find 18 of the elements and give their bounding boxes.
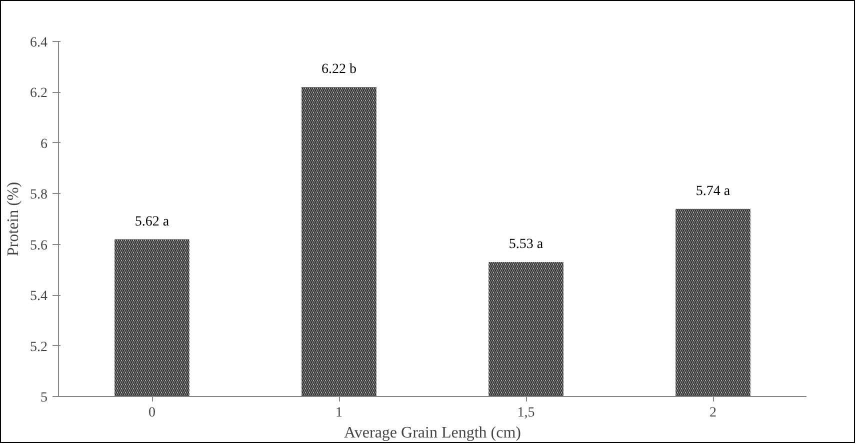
y-axis-title: Protein (%)	[5, 182, 22, 256]
y-tick-label: 5.6	[30, 238, 48, 254]
data-label: 5.74 a	[696, 184, 731, 199]
y-tick-label: 5.4	[30, 289, 48, 304]
x-tick-label: 2	[710, 406, 716, 420]
y-tick-label: 5.8	[30, 188, 48, 203]
y-tick-label: 5.2	[30, 340, 48, 355]
y-tick-label: 5	[40, 390, 48, 406]
y-tick-label: 6	[40, 136, 48, 152]
data-label: 6.22 b	[322, 62, 356, 78]
x-axis-title: Average Grain Length (cm)	[344, 424, 521, 442]
x-tick-label: 1,5	[517, 406, 535, 420]
data-label: 5.53 a	[508, 237, 544, 252]
data-label: 5.62 a	[134, 214, 170, 230]
y-tick-label: 6.2	[30, 86, 48, 102]
x-tick-label: 1	[336, 406, 342, 420]
x-tick-label: 0	[148, 406, 156, 420]
y-tick-label: 6.4	[30, 36, 48, 50]
